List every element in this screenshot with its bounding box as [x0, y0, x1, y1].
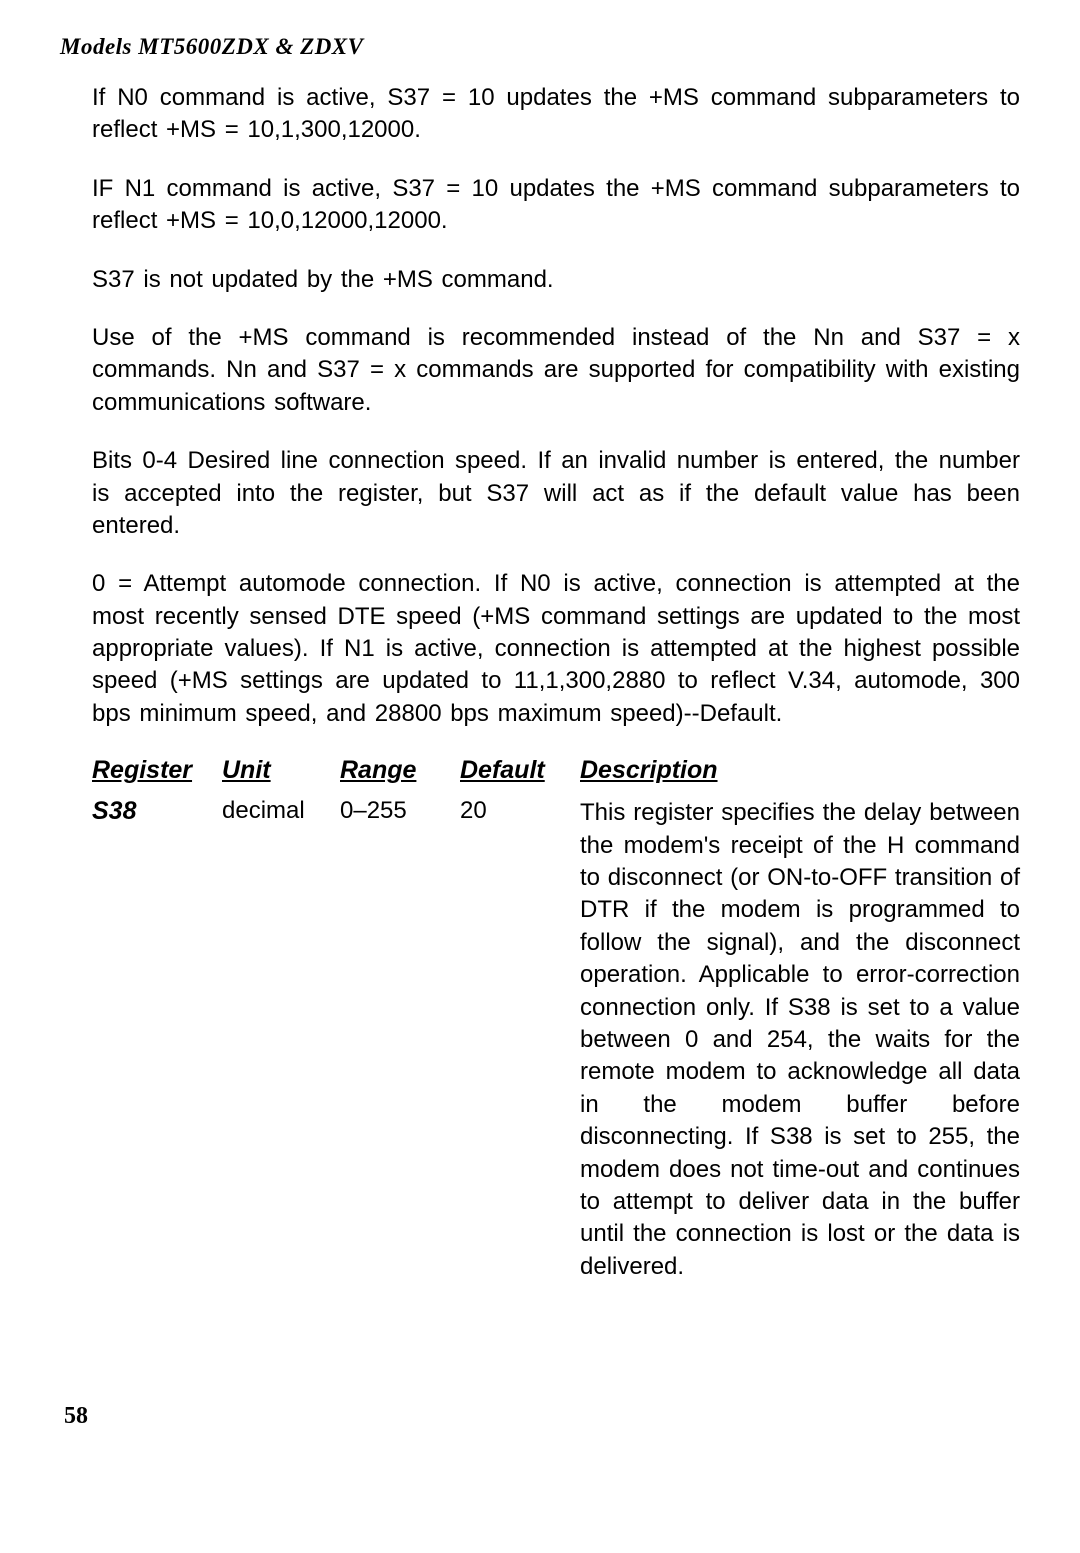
cell-range: 0–255 [340, 797, 460, 1283]
cell-default: 20 [460, 797, 580, 1283]
paragraph-2: IF N1 command is active, S37 = 10 update… [60, 173, 1020, 238]
col-header-register: Register [92, 756, 222, 785]
cell-register: S38 [92, 797, 222, 1283]
col-header-range: Range [340, 756, 460, 785]
page-number: 58 [60, 1403, 1020, 1430]
paragraph-1: If N0 command is active, S37 = 10 update… [60, 82, 1020, 147]
cell-description: This register specifies the delay betwee… [580, 797, 1020, 1283]
register-table-row: S38 decimal 0–255 20 This register speci… [60, 797, 1020, 1283]
paragraph-6: 0 = Attempt automode connection. If N0 i… [60, 568, 1020, 730]
cell-unit: decimal [222, 797, 340, 1283]
col-header-unit: Unit [222, 756, 340, 785]
paragraph-3: S37 is not updated by the +MS command. [60, 264, 1020, 296]
col-header-default: Default [460, 756, 580, 785]
document-header: Models MT5600ZDX & ZDXV [60, 34, 1020, 60]
paragraph-5: Bits 0-4 Desired line connection speed. … [60, 445, 1020, 542]
register-table-header-row: Register Unit Range Default Description [60, 756, 1020, 785]
paragraph-4: Use of the +MS command is recommended in… [60, 322, 1020, 419]
col-header-description: Description [580, 756, 1020, 785]
